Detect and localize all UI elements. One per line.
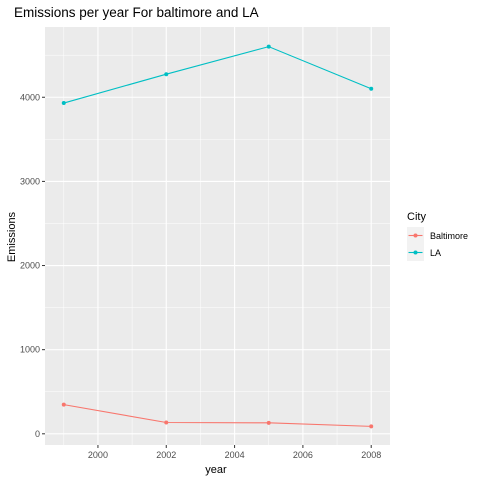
y-tick-label: 4000 (20, 92, 40, 102)
legend-point-la (413, 250, 418, 255)
minor-gridlines (45, 27, 390, 445)
legend-title: City (407, 211, 426, 223)
y-tick-labels: 0 1000 2000 3000 4000 (20, 92, 40, 439)
series-layer (61, 44, 374, 429)
y-tick-label: 0 (35, 429, 40, 439)
x-tick-label: 2000 (88, 450, 108, 460)
data-point-la (369, 86, 374, 91)
data-point-baltimore (164, 420, 169, 425)
y-tick-label: 3000 (20, 176, 40, 186)
x-tick-label: 2004 (225, 450, 245, 460)
legend-point-baltimore (413, 233, 418, 238)
x-tick-label: 2006 (293, 450, 313, 460)
series-line-la (63, 46, 372, 104)
series-line-baltimore (63, 404, 372, 427)
chart-title: Emissions per year For baltimore and LA (14, 5, 259, 20)
data-point-la (164, 72, 169, 77)
x-tick-label: 2008 (361, 450, 381, 460)
legend: City Baltimore LA (407, 211, 468, 261)
axis-ticks (42, 96, 372, 448)
y-tick-label: 2000 (20, 261, 40, 271)
legend-label-la: LA (430, 248, 441, 258)
x-axis-title: year (205, 464, 227, 476)
major-gridlines (45, 27, 390, 445)
legend-label-baltimore: Baltimore (430, 231, 468, 241)
data-point-baltimore (61, 402, 66, 407)
y-tick-label: 1000 (20, 345, 40, 355)
x-tick-labels: 2000 2002 2004 2006 2008 (88, 450, 381, 460)
data-point-la (266, 44, 271, 49)
data-point-baltimore (369, 424, 374, 429)
plot-panel (45, 27, 390, 445)
data-point-baltimore (266, 420, 271, 425)
y-axis-title: Emissions (6, 211, 18, 262)
x-tick-label: 2002 (156, 450, 176, 460)
data-point-la (61, 101, 66, 106)
